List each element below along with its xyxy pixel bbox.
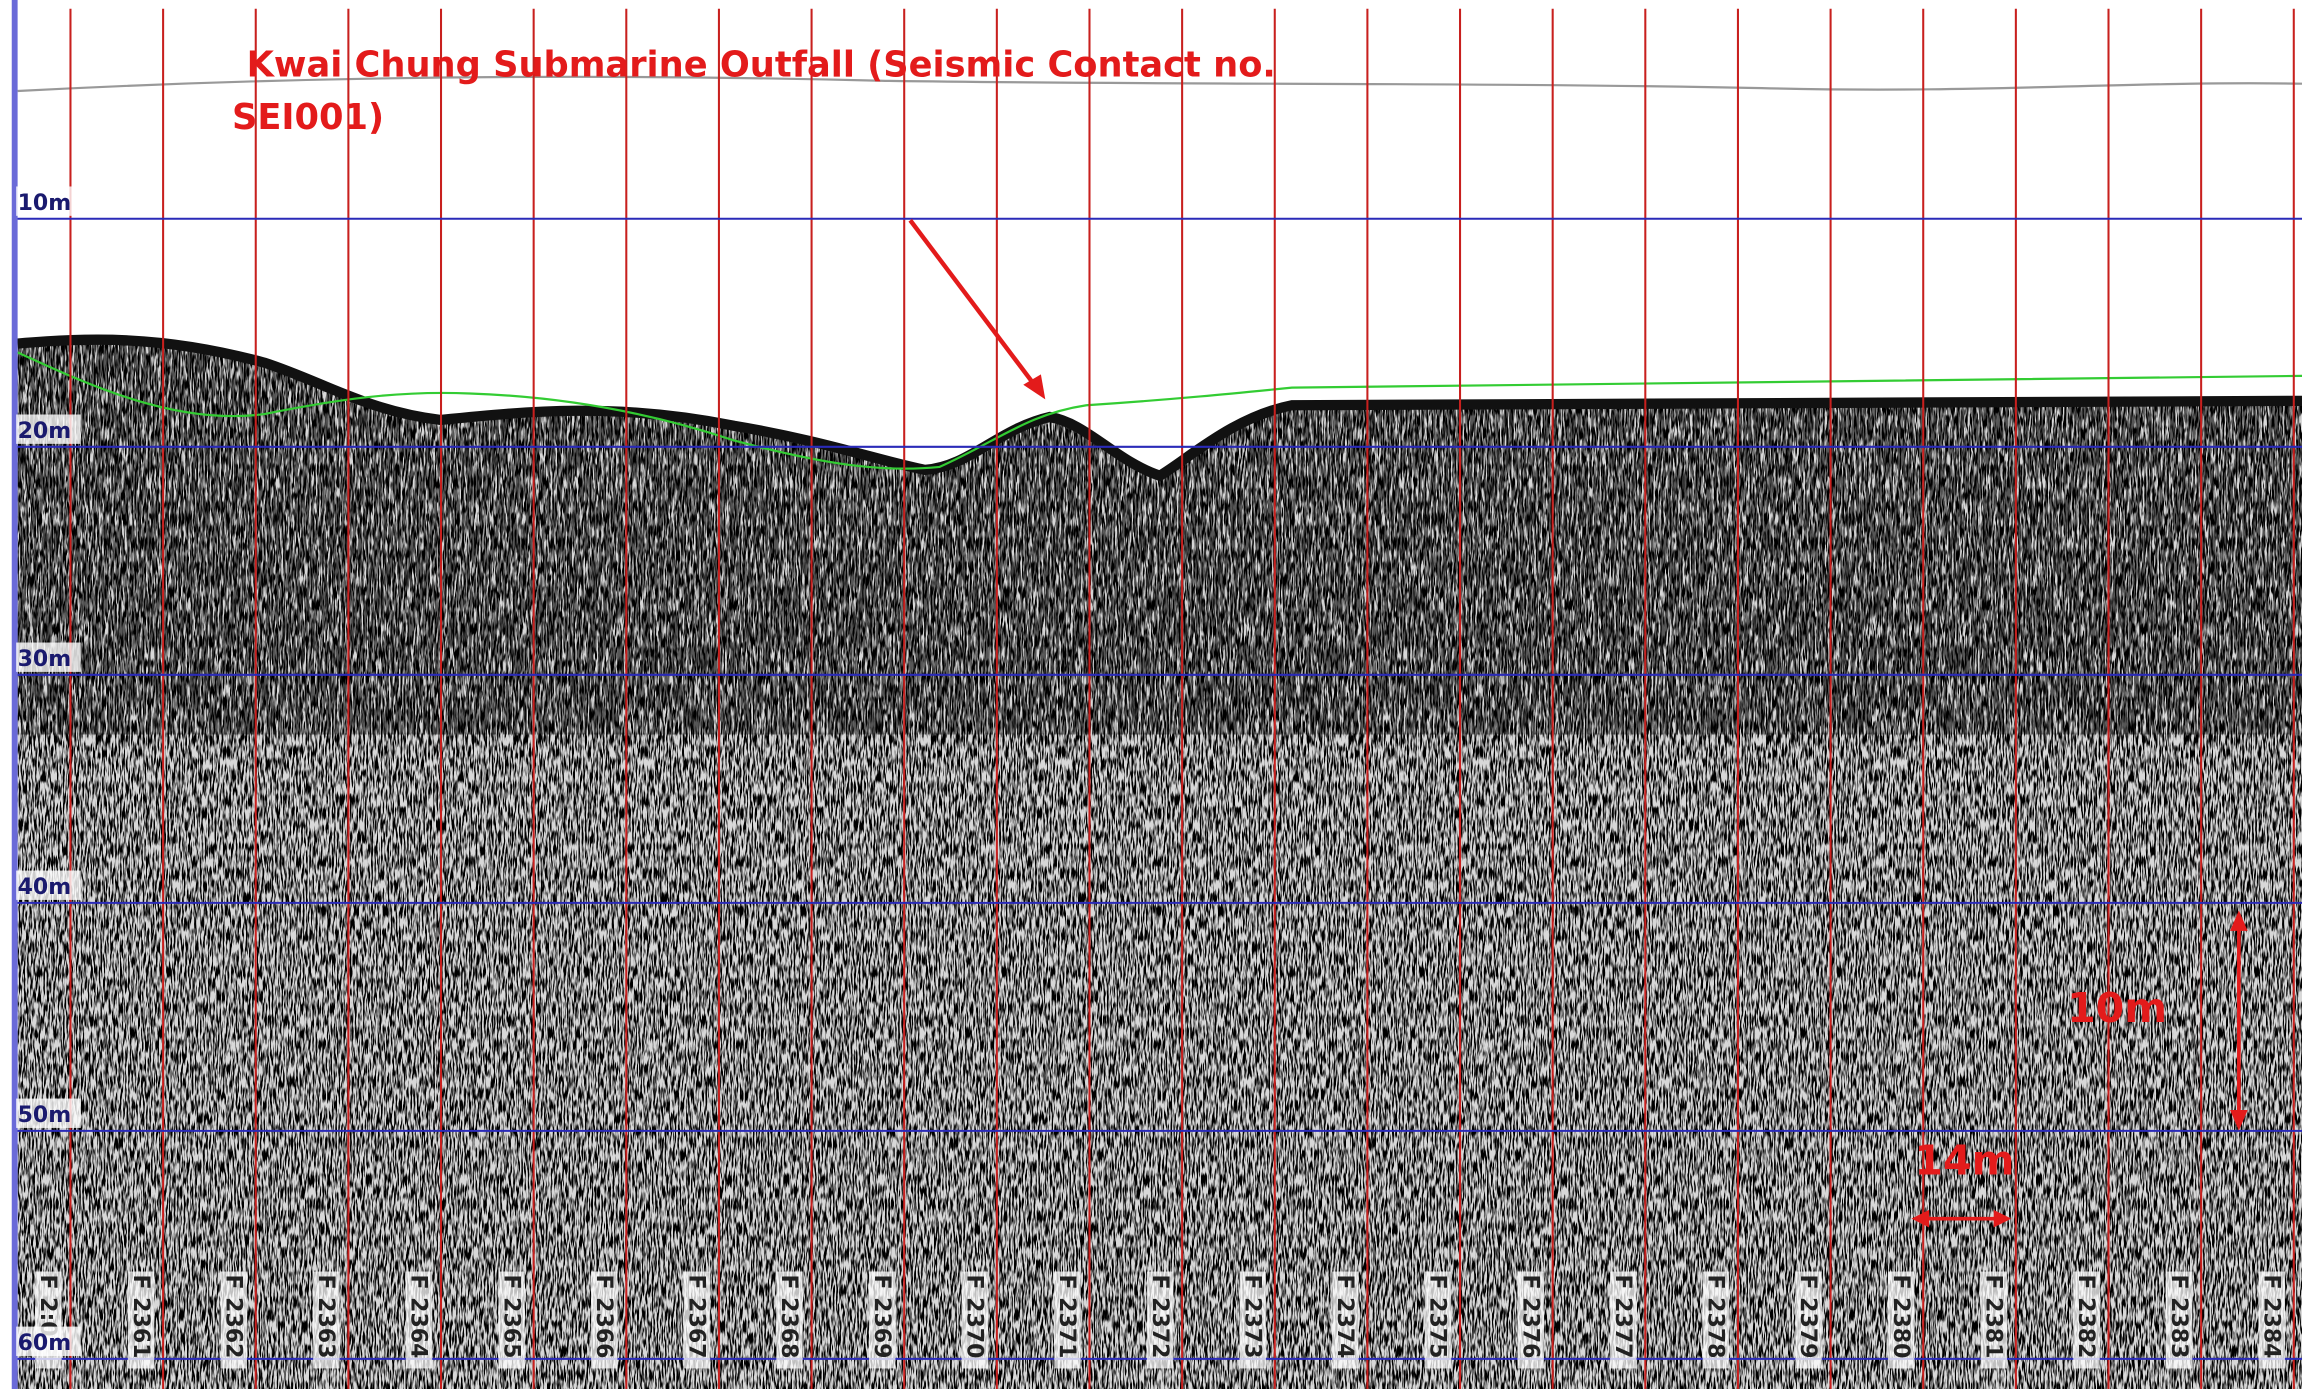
- fix-label: F 2372: [1147, 1274, 1172, 1358]
- fix-label: F 2363: [313, 1274, 338, 1358]
- fix-label: F 2367: [684, 1274, 709, 1358]
- fix-label: F 2378: [1703, 1274, 1728, 1358]
- fix-label: F 2384: [2258, 1274, 2283, 1358]
- fix-label: F 2371: [1054, 1274, 1079, 1358]
- title-line: SEI001): [232, 97, 384, 138]
- seismic-profile: Kwai Chung Submarine Outfall (Seismic Co…: [0, 0, 2302, 1389]
- fix-label: F 2376: [1517, 1274, 1542, 1358]
- fix-label: F 2381: [1981, 1274, 2006, 1358]
- fix-label: F 2380: [1888, 1274, 1913, 1358]
- page: Kwai Chung Submarine Outfall (Seismic Co…: [0, 0, 2302, 1389]
- fix-label: F 2383: [2166, 1274, 2191, 1358]
- title-line: Kwai Chung Submarine Outfall (Seismic Co…: [247, 44, 1276, 85]
- fix-label: F 2379: [1795, 1274, 1820, 1358]
- fix-label: F 2382: [2073, 1274, 2098, 1358]
- fix-label: F 2366: [591, 1274, 616, 1358]
- fix-label: F 2362: [220, 1274, 245, 1358]
- fix-label: F 2364: [406, 1274, 431, 1358]
- depth-label: 30m: [18, 647, 72, 672]
- fix-label: F 2369: [869, 1274, 894, 1358]
- fix-label: F 2370: [961, 1274, 986, 1358]
- fix-label: F 2361: [128, 1274, 153, 1358]
- fix-label: F 2375: [1425, 1274, 1450, 1358]
- fix-label: F 2365: [498, 1274, 523, 1358]
- scale-label: 14m: [1914, 1137, 2014, 1185]
- fix-label: F 2368: [776, 1274, 801, 1358]
- scale-label: 10m: [2067, 984, 2167, 1032]
- fix-label: F 2377: [1610, 1274, 1635, 1358]
- fix-label: F 2374: [1332, 1274, 1357, 1358]
- depth-label: 40m: [18, 875, 72, 900]
- depth-label: 20m: [18, 419, 72, 444]
- depth-label: 60m: [18, 1331, 72, 1356]
- fix-label: F 2373: [1239, 1274, 1264, 1358]
- depth-label: 50m: [18, 1103, 72, 1128]
- depth-label: 10m: [18, 191, 72, 216]
